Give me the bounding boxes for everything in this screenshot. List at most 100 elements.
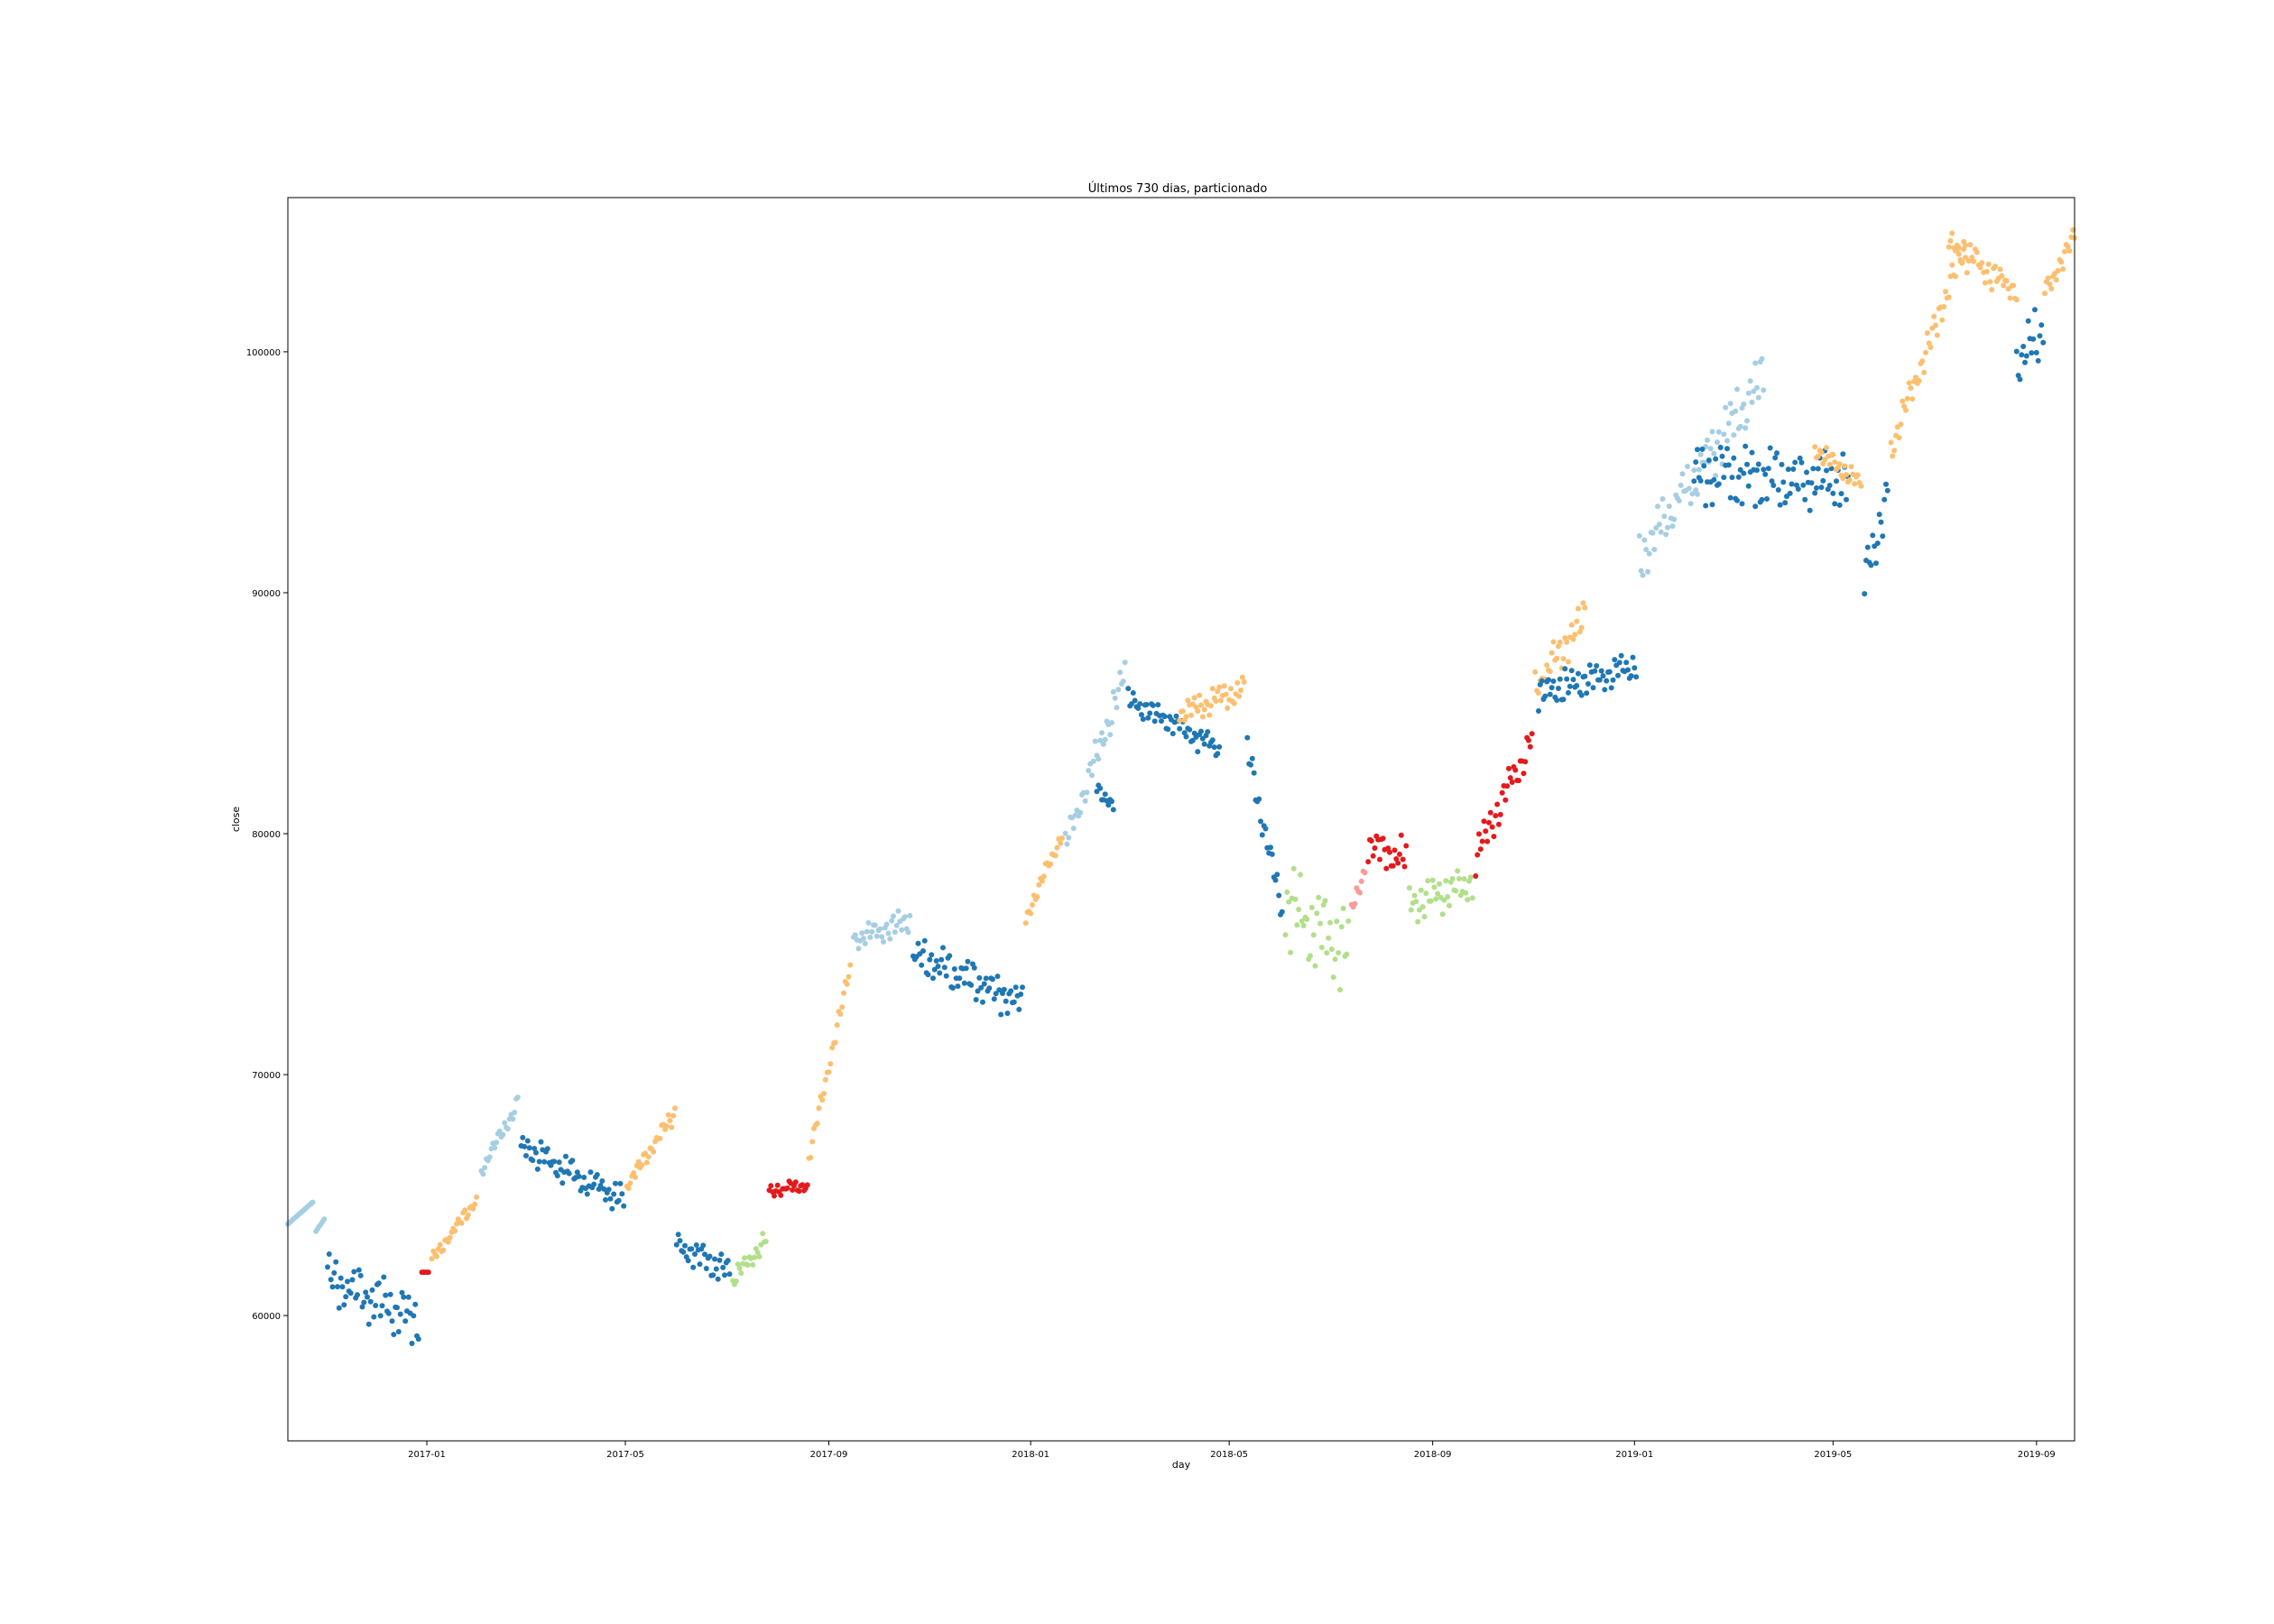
data-point	[1699, 446, 1706, 452]
data-point	[1102, 791, 1108, 798]
data-point	[1423, 890, 1429, 897]
data-point	[437, 1241, 443, 1248]
data-point	[1608, 685, 1614, 691]
data-point	[1352, 900, 1358, 907]
data-point	[601, 1186, 607, 1192]
data-point	[440, 1247, 447, 1253]
x-tick-label: 2019-05	[1814, 1450, 1852, 1460]
data-point	[1292, 896, 1299, 902]
data-point	[1909, 396, 1916, 402]
data-point	[619, 1191, 625, 1197]
data-point	[627, 1180, 633, 1186]
data-point	[1775, 487, 1781, 493]
data-point	[1943, 289, 1948, 295]
data-point	[1832, 459, 1838, 466]
data-point	[763, 1239, 769, 1244]
data-point	[523, 1153, 529, 1158]
data-point	[551, 1158, 558, 1165]
data-point	[1547, 691, 1553, 697]
data-point	[387, 1291, 393, 1297]
data-point	[1947, 238, 1954, 244]
data-point	[887, 936, 893, 942]
data-point	[1421, 914, 1428, 919]
data-point	[829, 1045, 836, 1051]
data-point	[492, 1145, 498, 1151]
data-point	[693, 1242, 699, 1248]
data-point	[1931, 313, 1937, 319]
data-point	[947, 953, 953, 959]
data-point	[1497, 811, 1503, 817]
data-point	[584, 1191, 590, 1197]
data-point	[1338, 924, 1345, 930]
data-point	[1554, 655, 1560, 661]
data-point	[685, 1258, 691, 1264]
data-point	[1474, 852, 1481, 858]
data-point	[1744, 418, 1750, 424]
data-point	[1676, 498, 1682, 503]
data-point	[1143, 702, 1150, 707]
data-point	[328, 1277, 334, 1283]
data-point	[1527, 743, 1533, 750]
data-point	[375, 1280, 382, 1287]
data-point	[1368, 838, 1374, 844]
data-point	[1502, 797, 1509, 803]
data-point	[715, 1276, 721, 1282]
data-point	[1840, 451, 1846, 457]
data-point	[576, 1173, 582, 1179]
data-point	[1185, 697, 1191, 704]
data-point	[663, 1123, 670, 1130]
data-point	[1155, 702, 1161, 708]
data-point	[373, 1303, 379, 1308]
data-point	[411, 1313, 417, 1319]
data-point	[1818, 484, 1825, 491]
data-point	[1183, 714, 1189, 720]
data-point	[1556, 686, 1561, 691]
data-point	[1949, 230, 1955, 236]
data-point	[1678, 482, 1684, 488]
data-point	[1747, 378, 1753, 384]
data-point	[409, 1341, 415, 1346]
data-point	[1238, 687, 1243, 693]
data-point	[796, 1188, 802, 1195]
data-point	[990, 976, 995, 983]
data-point	[1701, 463, 1707, 469]
data-point	[1198, 728, 1204, 734]
data-point	[692, 1251, 698, 1257]
data-point	[1215, 751, 1221, 757]
data-point	[1739, 501, 1745, 507]
chart-title: Últimos 730 dias, particionado	[1088, 181, 1268, 196]
data-point	[1211, 744, 1217, 751]
data-point	[2003, 278, 2010, 284]
data-point	[1725, 420, 1732, 427]
data-point	[603, 1196, 608, 1203]
data-point	[1362, 870, 1368, 876]
data-point	[938, 956, 945, 963]
data-point	[1924, 330, 1930, 337]
data-point	[1974, 249, 1980, 255]
data-point	[1785, 466, 1791, 473]
data-point	[919, 962, 925, 968]
data-point	[1059, 835, 1065, 841]
data-point	[1188, 712, 1194, 718]
data-point	[991, 996, 997, 1002]
data-point	[980, 999, 985, 1005]
data-point	[1703, 503, 1709, 509]
data-point	[1606, 669, 1613, 675]
data-point	[2035, 357, 2041, 364]
data-point	[1328, 946, 1335, 953]
data-point	[2032, 307, 2038, 313]
data-point	[1927, 345, 1934, 350]
data-point	[1536, 708, 1541, 714]
data-point	[1251, 770, 1257, 776]
data-point	[326, 1251, 332, 1257]
data-point	[1971, 258, 1977, 264]
data-point	[1205, 729, 1211, 735]
data-point	[1298, 872, 1303, 878]
data-point	[742, 1255, 747, 1261]
data-point	[1494, 801, 1501, 807]
data-point	[1449, 876, 1456, 881]
data-point	[2020, 344, 2027, 349]
data-point	[1415, 918, 1421, 925]
data-point	[1218, 697, 1224, 704]
